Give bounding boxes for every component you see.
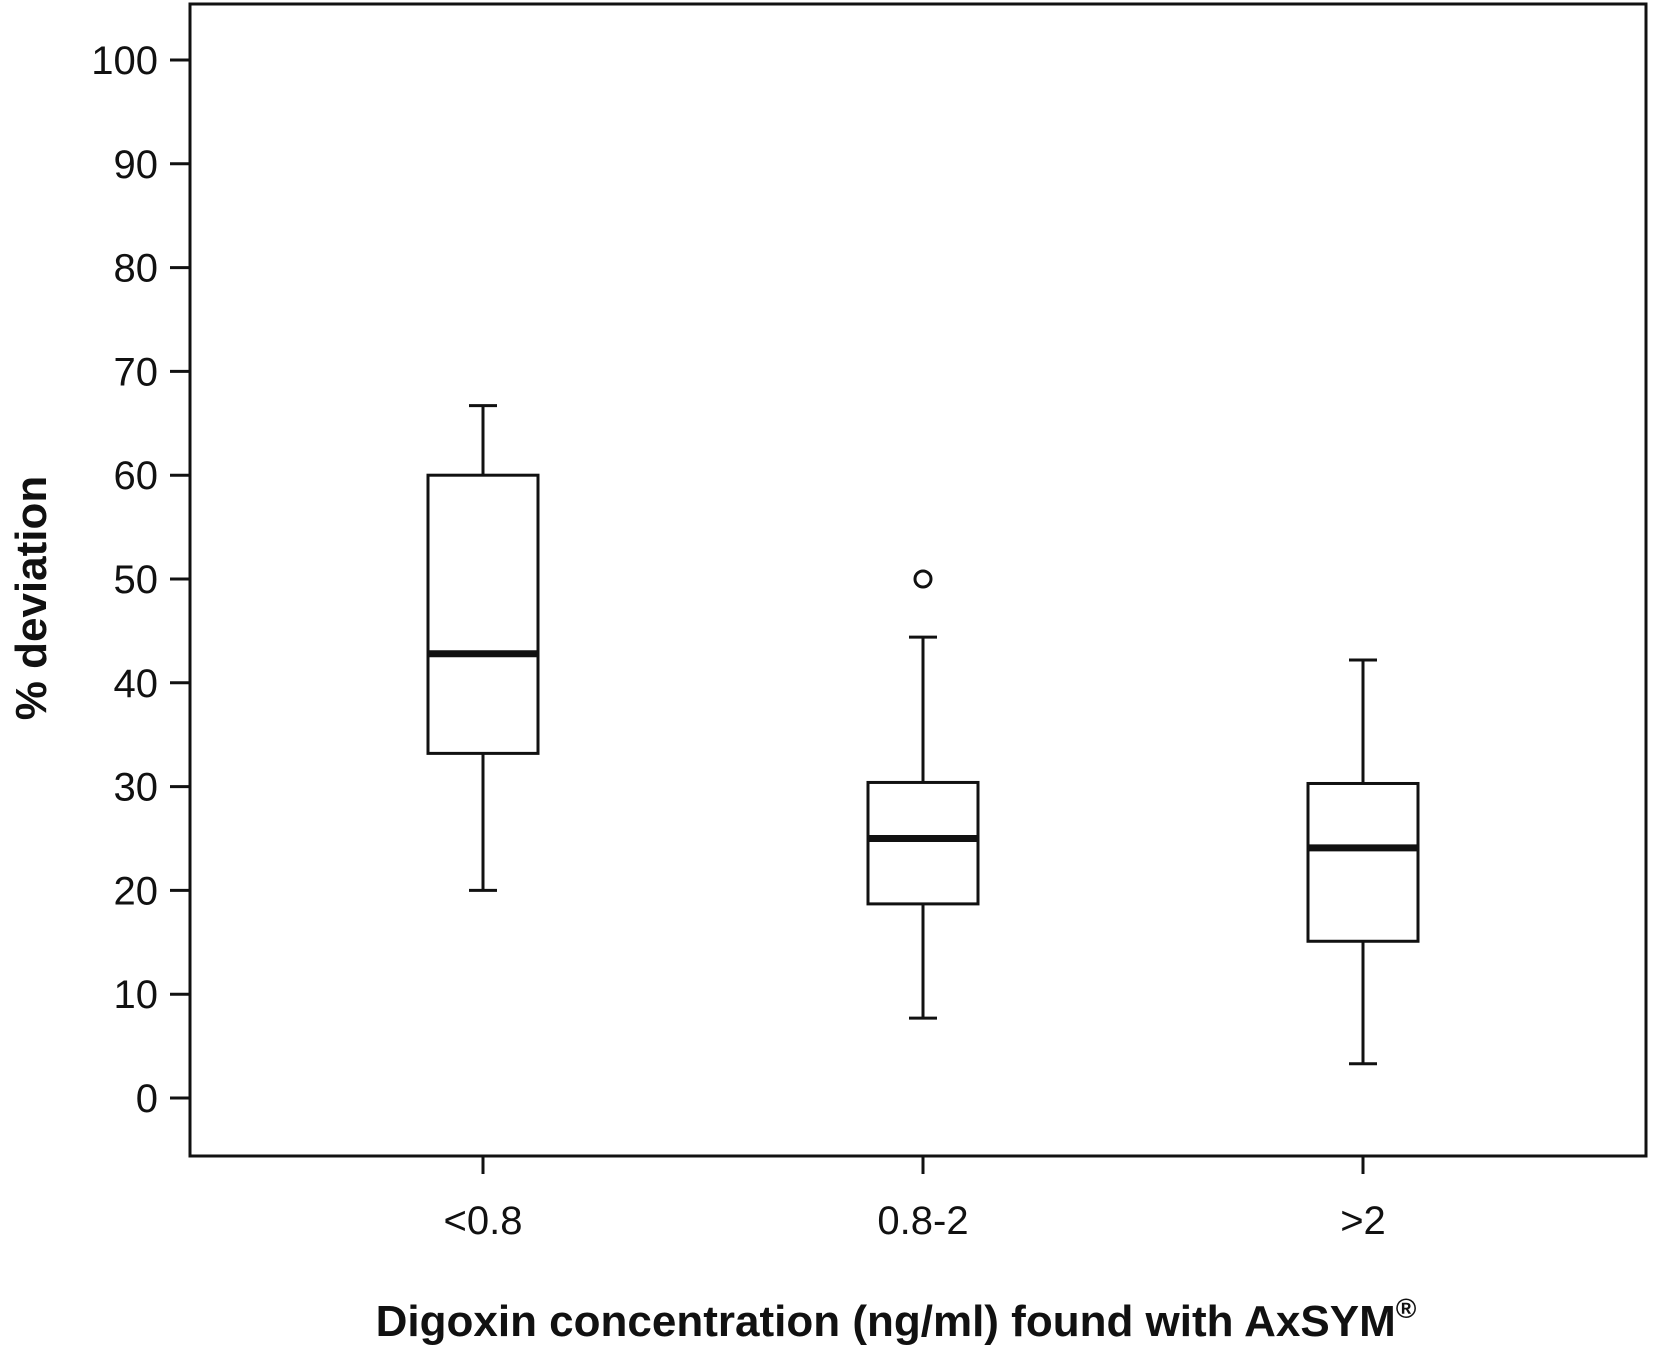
y-tick-label: 20	[114, 869, 159, 913]
outlier-point	[913, 569, 933, 589]
y-tick-label: 60	[114, 454, 159, 498]
box-1	[866, 569, 980, 1020]
y-tick-label: 70	[114, 350, 159, 394]
iqr-box	[866, 780, 980, 906]
y-tick-label: 10	[114, 973, 159, 1017]
registered-mark: ®	[1396, 1293, 1417, 1324]
iqr-box	[426, 473, 540, 755]
box-0	[426, 404, 540, 892]
y-tick-label: 90	[114, 143, 159, 187]
box-2	[1306, 658, 1420, 1066]
x-tick-label: 0.8-2	[877, 1199, 968, 1243]
x-axis-title-main: Digoxin concentration (ng/ml) found with…	[376, 1297, 1396, 1346]
iqr-box	[1306, 781, 1420, 943]
y-tick-label: 80	[114, 247, 159, 291]
y-tick-label: 30	[114, 766, 159, 810]
x-axis-title: Digoxin concentration (ng/ml) found with…	[376, 1293, 1417, 1346]
y-tick-label: 50	[114, 558, 159, 602]
box-series	[426, 404, 1420, 1066]
y-tick-label: 100	[91, 39, 158, 83]
x-tick-label: >2	[1340, 1199, 1386, 1243]
x-axis: <0.8 0.8-2 >2	[444, 1156, 1386, 1243]
y-axis: 0 10 20 30 40 50 60 70 80 90 100	[91, 39, 190, 1121]
x-tick-label: <0.8	[444, 1199, 523, 1243]
y-tick-label: 40	[114, 662, 159, 706]
y-tick-label: 0	[136, 1077, 158, 1121]
y-axis-title: % deviation	[7, 476, 56, 721]
